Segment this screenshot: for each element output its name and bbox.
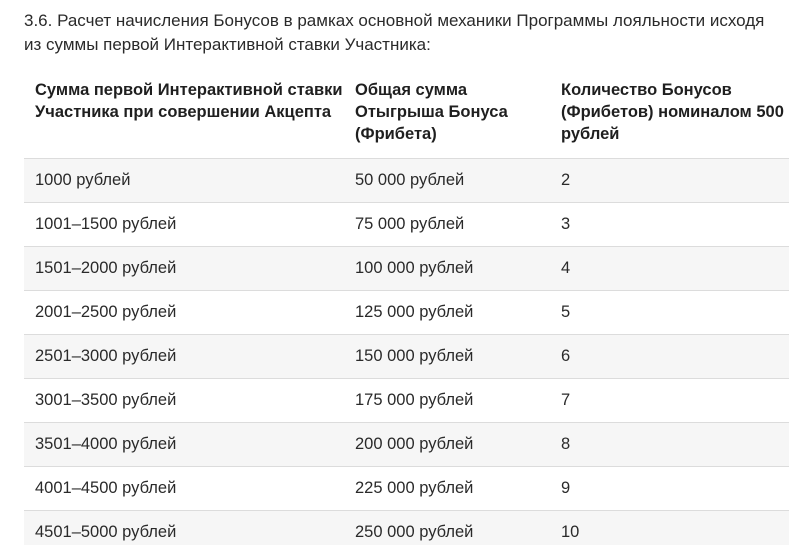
section-intro-paragraph: 3.6. Расчет начисления Бонусов в рамках … <box>24 11 765 54</box>
column-header-freebet-count: Количество Бонусов (Фрибетов) номиналом … <box>561 81 784 143</box>
column-header-wagering-amount: Общая сумма Отыгрыша Бонуса (Фрибета) <box>355 81 508 143</box>
bet-amount-cell: 2501–3000 рублей <box>24 334 344 379</box>
table-row: 1501–2000 рублей 100 000 рублей 4 <box>24 246 789 291</box>
table-row: 1001–1500 рублей 75 000 рублей 3 <box>24 202 789 247</box>
bet-amount-cell: 4001–4500 рублей <box>24 466 344 511</box>
wagering-amount-cell: 150 000 рублей <box>344 334 550 379</box>
freebet-count-cell: 5 <box>550 290 789 335</box>
wagering-amount-cell: 50 000 рублей <box>344 158 550 203</box>
freebet-count-cell: 4 <box>550 246 789 291</box>
freebet-count-cell: 10 <box>550 510 789 545</box>
table-row: 3501–4000 рублей 200 000 рублей 8 <box>24 422 789 467</box>
wagering-amount-cell: 100 000 рублей <box>344 246 550 291</box>
bet-amount-cell: 2001–2500 рублей <box>24 290 344 335</box>
wagering-amount-cell: 225 000 рублей <box>344 466 550 511</box>
bet-amount-cell: 1501–2000 рублей <box>24 246 344 291</box>
table-row: 4001–4500 рублей 225 000 рублей 9 <box>24 466 789 511</box>
freebet-count-cell: 8 <box>550 422 789 467</box>
table-row: 2501–3000 рублей 150 000 рублей 6 <box>24 334 789 379</box>
column-header-bet-amount: Сумма первой Интерактивной ставки Участн… <box>35 81 343 121</box>
wagering-amount-cell: 125 000 рублей <box>344 290 550 335</box>
wagering-amount-cell: 75 000 рублей <box>344 202 550 247</box>
table-header-row: Сумма первой Интерактивной ставки Участн… <box>24 70 789 159</box>
table-row: 4501–5000 рублей 250 000 рублей 10 <box>24 510 789 545</box>
bet-amount-cell: 1000 рублей <box>24 158 344 203</box>
freebet-count-cell: 2 <box>550 158 789 203</box>
wagering-amount-cell: 250 000 рублей <box>344 510 550 545</box>
wagering-amount-cell: 200 000 рублей <box>344 422 550 467</box>
bet-amount-cell: 3501–4000 рублей <box>24 422 344 467</box>
freebet-count-cell: 9 <box>550 466 789 511</box>
bonus-calculation-table: Сумма первой Интерактивной ставки Участн… <box>24 70 789 545</box>
bet-amount-cell: 1001–1500 рублей <box>24 202 344 247</box>
wagering-amount-cell: 175 000 рублей <box>344 378 550 423</box>
table-row: 1000 рублей 50 000 рублей 2 <box>24 158 789 203</box>
table-row: 2001–2500 рублей 125 000 рублей 5 <box>24 290 789 335</box>
bet-amount-cell: 3001–3500 рублей <box>24 378 344 423</box>
bet-amount-cell: 4501–5000 рублей <box>24 510 344 545</box>
freebet-count-cell: 6 <box>550 334 789 379</box>
freebet-count-cell: 3 <box>550 202 789 247</box>
table-row: 3001–3500 рублей 175 000 рублей 7 <box>24 378 789 423</box>
freebet-count-cell: 7 <box>550 378 789 423</box>
